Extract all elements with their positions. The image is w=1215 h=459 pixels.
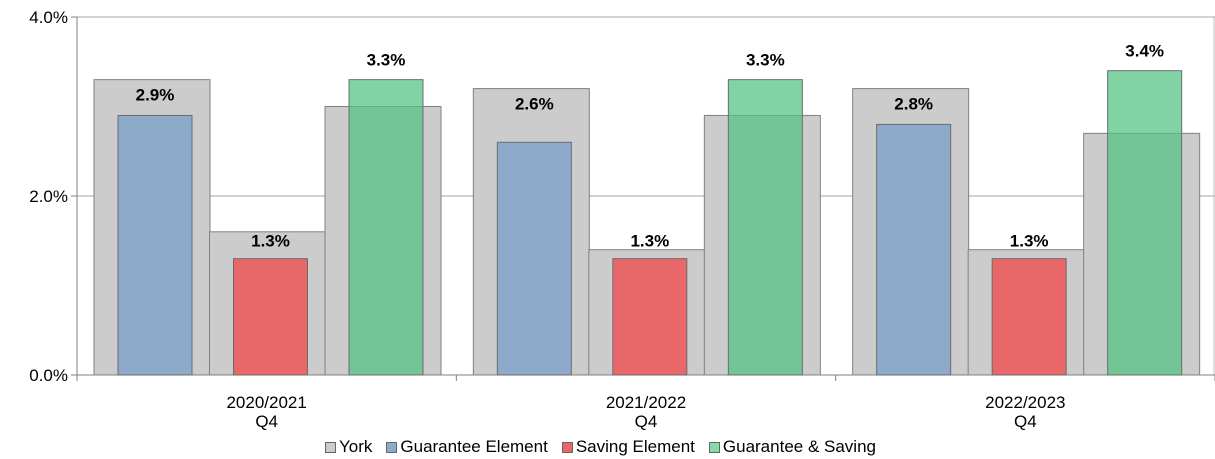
legend-swatch-guarantee-saving <box>708 441 720 453</box>
legend-label-guarantee: Guarantee Element <box>400 437 548 456</box>
data-label-2-1: 3.3% <box>746 51 785 70</box>
y-tick-label-2: 4.0% <box>29 8 68 27</box>
legend-swatch-saving <box>561 441 573 453</box>
data-label-0-0: 2.9% <box>136 86 175 105</box>
bar-guarantee-saving-1 <box>727 79 803 376</box>
legend-item-saving: Saving Element <box>561 437 695 457</box>
x-tick-label-0-0: 2020/2021 <box>226 393 306 412</box>
data-label-2-2: 3.4% <box>1125 42 1164 61</box>
bar-guarantee-saving-0 <box>348 79 424 376</box>
legend-item-guarantee: Guarantee Element <box>386 437 548 457</box>
x-tick-label-0-1: Q4 <box>255 412 278 431</box>
legend-item-guarantee-saving: Guarantee & Saving <box>708 437 876 457</box>
x-tick-label-2-1: Q4 <box>1014 412 1037 431</box>
bar-guarantee-element-1 <box>496 141 572 376</box>
data-label-2-0: 3.3% <box>367 51 406 70</box>
legend-label-york: York <box>338 437 373 456</box>
bar-saving-element-1 <box>612 258 688 376</box>
legend-label-saving: Saving Element <box>575 437 695 456</box>
legend: York Guarantee Element Saving Element Gu… <box>0 436 1215 458</box>
bar-guarantee-element-2 <box>876 123 952 376</box>
data-label-1-0: 1.3% <box>251 232 290 251</box>
bar-chart: 0.0%2.0%4.0%2.9%1.3%3.3%2020/2021Q42.6%1… <box>29 8 1215 431</box>
data-label-1-2: 1.3% <box>1010 232 1049 251</box>
data-label-1-1: 1.3% <box>630 232 669 251</box>
legend-swatch-guarantee <box>386 441 398 453</box>
bar-saving-element-2 <box>991 258 1067 376</box>
bar-guarantee-element-0 <box>117 114 193 376</box>
x-tick-label-2-0: 2022/2023 <box>985 393 1065 412</box>
y-tick-label-1: 2.0% <box>29 187 68 206</box>
legend-item-york: York <box>324 437 373 457</box>
legend-label-guarantee-saving: Guarantee & Saving <box>722 437 876 456</box>
data-label-0-1: 2.6% <box>515 95 554 114</box>
legend-swatch-york <box>324 441 336 453</box>
bar-guarantee-saving-2 <box>1107 70 1183 376</box>
data-label-0-2: 2.8% <box>894 95 933 114</box>
x-tick-label-1-0: 2021/2022 <box>606 393 686 412</box>
y-tick-label-0: 0.0% <box>29 366 68 385</box>
x-tick-label-1-1: Q4 <box>635 412 658 431</box>
bar-saving-element-0 <box>233 258 308 376</box>
